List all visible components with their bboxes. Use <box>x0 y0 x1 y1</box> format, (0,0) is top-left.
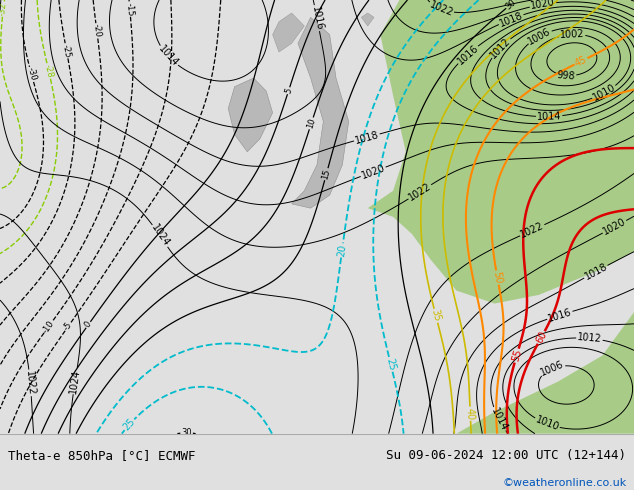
Text: 1012: 1012 <box>577 332 602 344</box>
Text: Su 09-06-2024 12:00 UTC (12+144): Su 09-06-2024 12:00 UTC (12+144) <box>386 448 626 462</box>
Text: 1022: 1022 <box>428 0 455 19</box>
Text: 1006: 1006 <box>539 359 566 378</box>
Text: 5: 5 <box>283 87 294 95</box>
Text: 20: 20 <box>336 244 348 257</box>
Text: -15: -15 <box>125 2 135 16</box>
Text: -10: -10 <box>41 318 56 335</box>
Text: 1014: 1014 <box>156 44 180 69</box>
Polygon shape <box>456 312 634 434</box>
Text: 1010: 1010 <box>591 82 618 103</box>
Text: Theta-e 850hPa [°C] ECMWF: Theta-e 850hPa [°C] ECMWF <box>8 448 195 462</box>
Text: 1022: 1022 <box>519 220 545 240</box>
Text: 1022: 1022 <box>24 370 36 395</box>
Text: 1014: 1014 <box>537 111 562 122</box>
Text: 35: 35 <box>429 309 443 323</box>
Text: -28: -28 <box>43 64 55 79</box>
Text: 50: 50 <box>491 270 503 285</box>
Text: 1010: 1010 <box>534 415 560 433</box>
Text: 1012: 1012 <box>488 35 512 60</box>
Text: 1020: 1020 <box>530 0 556 11</box>
Text: 30: 30 <box>181 428 192 437</box>
Text: 30: 30 <box>504 0 518 11</box>
Text: 1018: 1018 <box>583 262 609 282</box>
Text: 1014: 1014 <box>489 406 509 432</box>
Text: 1006: 1006 <box>526 26 553 47</box>
Text: 1020: 1020 <box>360 163 387 181</box>
Text: 1020: 1020 <box>601 217 628 237</box>
Text: 1016: 1016 <box>455 43 481 66</box>
Text: -5: -5 <box>62 320 74 333</box>
Text: -20: -20 <box>91 24 102 38</box>
Text: ©weatheronline.co.uk: ©weatheronline.co.uk <box>502 478 626 488</box>
Text: 1016: 1016 <box>310 5 324 31</box>
Text: 40: 40 <box>465 407 476 420</box>
Text: 15: 15 <box>321 168 332 180</box>
Polygon shape <box>292 17 349 208</box>
Text: 25: 25 <box>385 357 397 372</box>
Text: 45: 45 <box>573 54 589 69</box>
Text: 1018: 1018 <box>354 129 380 146</box>
Polygon shape <box>228 78 273 152</box>
Text: 1018: 1018 <box>498 10 524 28</box>
Text: 60: 60 <box>534 330 548 345</box>
Text: 55: 55 <box>510 348 523 363</box>
Text: 0: 0 <box>83 320 93 330</box>
Polygon shape <box>368 0 634 304</box>
Polygon shape <box>361 13 374 26</box>
Text: -32: -32 <box>0 2 9 16</box>
Polygon shape <box>273 13 304 52</box>
Text: -25: -25 <box>61 43 72 58</box>
Text: 998: 998 <box>557 70 576 81</box>
Text: 10: 10 <box>306 117 317 130</box>
Text: -30: -30 <box>25 67 37 82</box>
Text: 1022: 1022 <box>406 181 433 203</box>
Text: 1002: 1002 <box>560 29 585 40</box>
Text: 1016: 1016 <box>547 307 573 323</box>
Text: 25: 25 <box>122 416 137 433</box>
Text: 1024: 1024 <box>68 368 82 394</box>
Text: 1024: 1024 <box>149 223 171 249</box>
